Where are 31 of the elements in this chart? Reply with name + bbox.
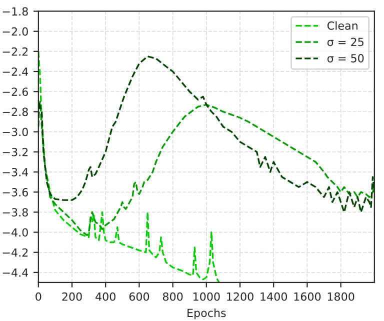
y-tick-label: −4.2 (2, 248, 28, 257)
x-tick-label: 600 (129, 292, 150, 301)
x-tick-label: 1400 (260, 292, 287, 301)
y-tick-label: −1.8 (2, 7, 28, 16)
y-tick-label: −2.0 (2, 27, 28, 36)
x-tick-label: 800 (162, 292, 183, 301)
legend-label: σ = 50 (327, 54, 364, 62)
x-tick-label: 0 (36, 292, 42, 301)
legend-label: Clean (327, 21, 358, 30)
y-tick-label: −2.2 (2, 47, 28, 56)
x-tick-label: 1200 (227, 292, 254, 301)
x-tick-label: 1600 (294, 292, 321, 301)
x-tick-label: 200 (62, 292, 82, 301)
y-tick-label: −2.8 (2, 108, 28, 116)
y-tick-label: −3.2 (2, 148, 28, 156)
y-tick-label: −4.4 (2, 268, 28, 277)
x-tick-label: 1000 (193, 292, 220, 301)
x-tick-label: 1800 (328, 292, 354, 301)
y-tick-label: −3.4 (2, 168, 28, 176)
line-series (38, 50, 220, 282)
x-axis-title: Epochs (188, 308, 226, 320)
y-tick-label: −3.8 (2, 208, 28, 217)
y-tick-label: −3.0 (2, 128, 28, 136)
line-series (38, 100, 374, 236)
y-tick-label: −4.0 (2, 228, 28, 237)
x-tick-label: 400 (96, 292, 116, 301)
y-tick-label: −2.4 (2, 67, 28, 76)
y-tick-label: −2.6 (2, 88, 28, 96)
y-tick-label: −3.6 (2, 188, 28, 196)
line-series (38, 56, 374, 213)
legend-label: σ = 25 (327, 38, 364, 46)
